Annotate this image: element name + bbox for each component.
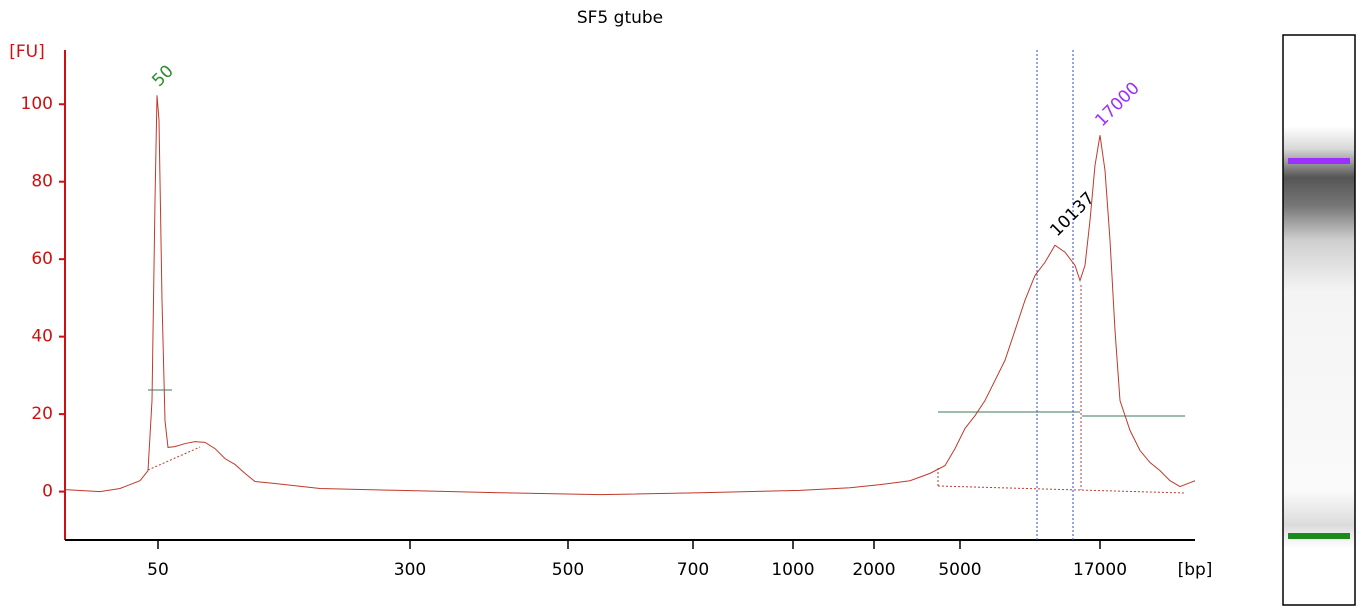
peak-label: 50: [148, 61, 177, 90]
y-axis-label: [FU]: [9, 42, 45, 62]
x-tick-label: 700: [677, 560, 709, 580]
y-tick-label: 0: [42, 482, 53, 502]
x-tick-label: 2000: [852, 560, 895, 580]
x-tick-label: 1000: [771, 560, 814, 580]
x-tick-label: 5000: [938, 560, 981, 580]
gel-marker-band: [1288, 533, 1350, 539]
baseline: [147, 446, 201, 471]
y-tick-label: 20: [31, 404, 53, 424]
x-tick-label: 50: [147, 560, 169, 580]
y-tick-label: 60: [31, 249, 53, 269]
x-tick-label: 300: [394, 560, 426, 580]
y-tick-label: 40: [31, 327, 53, 347]
chart-title: SF5 gtube: [577, 8, 663, 28]
gel-lane-box: [1282, 34, 1356, 606]
gel-marker-band: [1288, 158, 1350, 164]
x-axis-label: [bp]: [1178, 560, 1213, 580]
y-tick-label: 80: [31, 172, 53, 192]
peak-label: 17000: [1091, 78, 1143, 130]
baseline: [937, 485, 1186, 494]
trace: [64, 95, 1196, 496]
x-tick-label: 500: [552, 560, 584, 580]
gel-lane: [1282, 34, 1356, 606]
peak-fit-lines: [147, 285, 1186, 494]
x-tick-label: 17000: [1073, 560, 1127, 580]
y-tick-label: 100: [21, 94, 53, 114]
